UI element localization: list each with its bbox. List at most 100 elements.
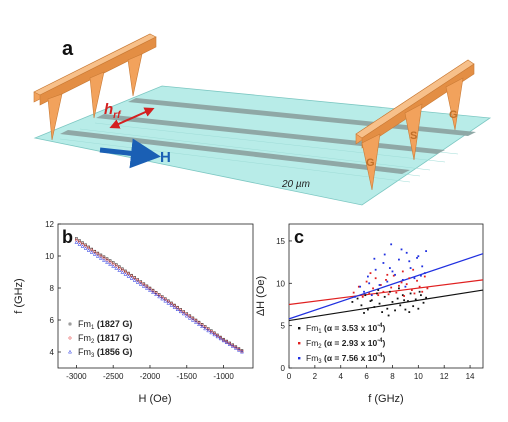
data-point <box>151 289 155 293</box>
data-point <box>87 245 90 249</box>
data-point <box>169 303 174 307</box>
legend-marker <box>298 342 301 345</box>
data-point <box>378 284 381 286</box>
data-point <box>405 283 408 286</box>
data-point <box>363 290 365 293</box>
data-point <box>233 346 238 350</box>
data-point <box>356 297 359 300</box>
data-point <box>416 279 418 282</box>
legend-entry: Fm3 (1856 G) <box>78 347 132 359</box>
data-point <box>230 344 235 348</box>
fit-line <box>288 253 484 320</box>
data-point <box>382 290 385 293</box>
probe-label-g1: G <box>366 157 375 169</box>
data-point <box>408 277 411 280</box>
y-tick-label: 4 <box>50 348 55 357</box>
x-tick-label: -1500 <box>177 372 198 381</box>
x-tick-label: 10 <box>414 372 423 381</box>
data-point <box>394 273 396 276</box>
data-point <box>68 322 72 326</box>
data-point <box>418 285 421 288</box>
data-point <box>240 349 244 354</box>
data-point <box>160 295 164 299</box>
data-point <box>105 260 109 264</box>
data-point <box>124 269 127 273</box>
x-tick-label: -2500 <box>103 372 124 381</box>
data-point <box>405 251 408 254</box>
panel-c: c 0 2 4 6 8 10 12 14 0 5 10 15 Fm1 (α = 3.53 x 10-4… <box>255 223 484 405</box>
data-point <box>408 260 411 263</box>
data-point <box>421 290 424 293</box>
x-tick-label: 12 <box>440 372 449 381</box>
panel-b-xlabel: H (Oe) <box>139 393 172 405</box>
data-point <box>108 259 112 262</box>
x-tick-label: -1000 <box>213 372 234 381</box>
data-point <box>118 265 121 268</box>
data-point <box>84 243 87 247</box>
data-point <box>115 263 118 266</box>
data-point <box>212 332 216 336</box>
y-tick-label: 10 <box>45 252 54 261</box>
data-point <box>407 300 409 302</box>
probe-right <box>355 59 475 191</box>
data-point <box>77 242 82 246</box>
panel-c-frame <box>288 223 484 369</box>
scale-label: 20 µm <box>281 179 310 190</box>
x-tick-label: -3000 <box>66 372 87 381</box>
data-point <box>148 288 152 292</box>
y-tick-label: 6 <box>50 316 55 325</box>
data-point <box>99 253 103 257</box>
y-tick-label: 5 <box>281 322 286 331</box>
data-point <box>416 256 418 259</box>
data-point <box>413 292 416 295</box>
data-point <box>154 291 158 295</box>
data-point <box>215 334 220 339</box>
data-point <box>166 300 170 304</box>
data-point <box>209 330 214 335</box>
panel-b-label: b <box>62 227 73 247</box>
data-point <box>422 301 425 304</box>
data-point <box>401 270 404 273</box>
data-point <box>366 275 369 278</box>
panel-c-xlabel: f (GHz) <box>368 393 403 405</box>
data-point <box>413 277 416 280</box>
data-point <box>386 273 389 276</box>
data-point <box>224 340 229 345</box>
panel-b-ylabel: f (GHz) <box>13 278 25 313</box>
data-point <box>366 308 369 311</box>
data-point <box>142 283 146 286</box>
data-point <box>425 296 427 299</box>
data-point <box>185 312 189 316</box>
data-point <box>361 295 364 298</box>
data-point <box>394 309 396 312</box>
legend-entry: Fm1 (1827 G) <box>78 319 132 331</box>
data-point <box>381 311 384 313</box>
data-point <box>206 327 210 331</box>
data-point <box>86 248 91 252</box>
data-point <box>157 293 161 297</box>
data-point <box>135 280 140 284</box>
data-point <box>80 244 85 248</box>
data-point <box>399 304 402 307</box>
data-point <box>105 257 109 260</box>
data-point <box>423 275 426 278</box>
fit-line <box>288 289 484 322</box>
panel-b: b -3000 -2500 -2000 -1500 -1000 4 6 8 10 12 Fm1 (… <box>13 220 254 405</box>
data-point <box>412 305 415 308</box>
legend-entry: Fm1 (α = 3.53 x 10-4) <box>306 323 386 335</box>
data-point <box>190 318 195 322</box>
data-point <box>129 276 134 280</box>
data-point <box>163 298 167 301</box>
data-point <box>160 296 165 301</box>
data-point <box>236 348 241 352</box>
data-point <box>400 248 403 251</box>
data-point <box>126 274 131 278</box>
data-point <box>132 278 137 282</box>
data-point <box>360 304 363 307</box>
data-point <box>123 272 128 276</box>
data-point <box>386 280 389 283</box>
data-point <box>368 282 371 285</box>
data-point <box>215 334 219 338</box>
data-point <box>378 302 381 305</box>
data-point <box>203 326 208 331</box>
